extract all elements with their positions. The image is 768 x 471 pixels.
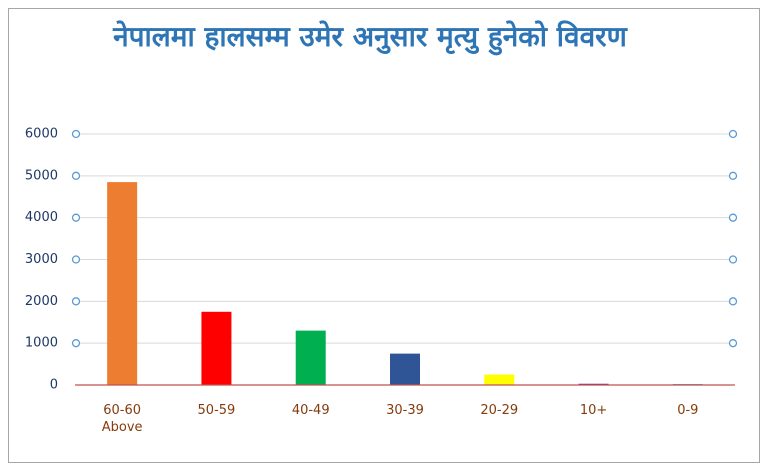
x-tick-label: 40-49	[291, 403, 330, 418]
y-tick-label: 1000	[25, 336, 58, 351]
y-tick-label: 3000	[25, 252, 58, 267]
tick-handle	[71, 255, 81, 264]
tick-handle	[71, 297, 81, 306]
x-tick-label: 20-29	[480, 403, 519, 418]
bar	[390, 353, 420, 385]
bar	[107, 182, 138, 385]
tick-handle	[71, 213, 81, 222]
tick-handle	[71, 129, 81, 139]
bar	[295, 330, 326, 385]
x-tick-label: 60-60 Above	[101, 403, 143, 435]
chart-title: नेपालमा हालसम्म उमेर अनुसार मृत्यु हुनेक…	[113, 20, 627, 53]
y-tick-label: 4000	[25, 210, 58, 225]
x-tick-label: 50-59	[197, 403, 236, 418]
x-tick-label: 10+	[579, 403, 608, 418]
tick-handle	[728, 297, 738, 306]
tick-handle	[728, 171, 738, 180]
y-tick-label: 5000	[25, 168, 58, 183]
bar	[484, 374, 515, 385]
tick-handle	[728, 255, 738, 264]
tick-handle	[728, 213, 738, 222]
y-tick-label: 2000	[25, 294, 58, 309]
y-tick-label: 0	[50, 378, 58, 393]
tick-handle	[71, 339, 81, 348]
tick-handle	[728, 129, 738, 139]
x-tick-label: 30-39	[386, 403, 424, 418]
bar	[201, 311, 232, 385]
tick-handle	[71, 171, 81, 180]
tick-handle	[728, 339, 738, 348]
x-tick-label: 0-9	[677, 403, 699, 418]
y-tick-label: 6000	[25, 127, 58, 142]
